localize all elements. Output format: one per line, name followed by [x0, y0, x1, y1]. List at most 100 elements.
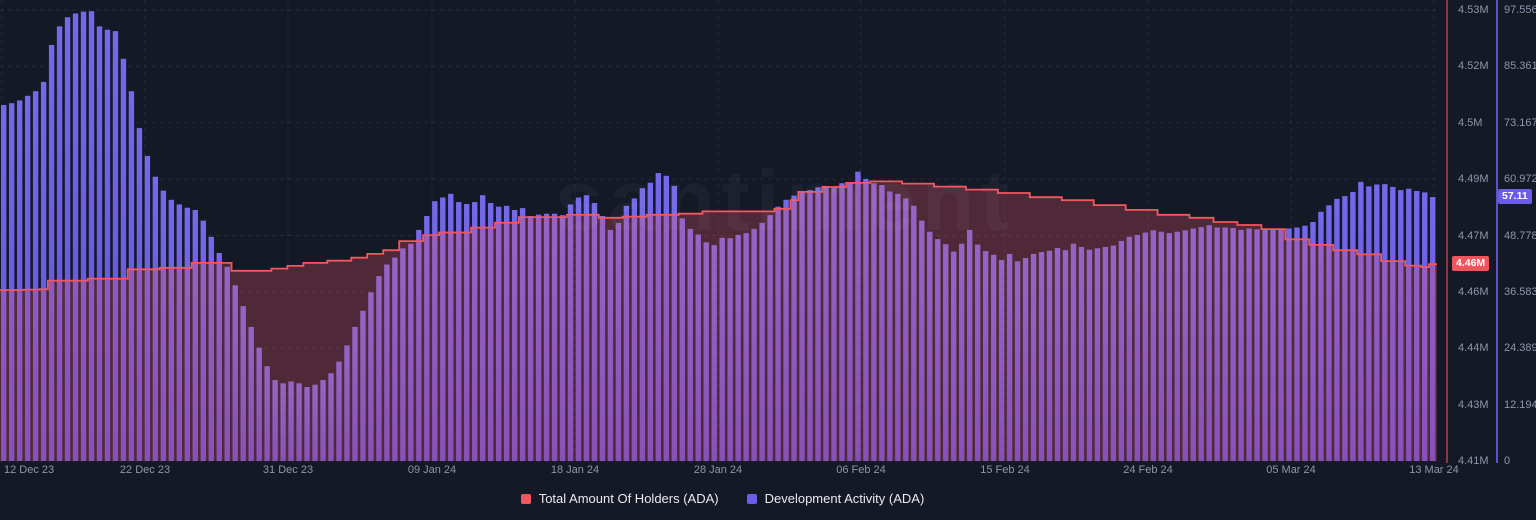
dev-activity-bar[interactable] — [655, 173, 662, 461]
dev-activity-bar[interactable] — [352, 326, 358, 461]
dev-activity-bar[interactable] — [168, 199, 175, 462]
dev-activity-bar[interactable] — [1126, 236, 1133, 461]
dev-activity-bar[interactable] — [1238, 229, 1244, 461]
dev-activity-bar[interactable] — [1150, 230, 1156, 461]
dev-activity-bar[interactable] — [1422, 192, 1428, 461]
dev-activity-bar[interactable] — [823, 185, 829, 461]
dev-activity-bar[interactable] — [511, 210, 518, 461]
dev-activity-bar[interactable] — [1214, 227, 1220, 462]
dev-activity-bar[interactable] — [1382, 184, 1388, 461]
dev-activity-bar[interactable] — [791, 195, 797, 461]
holders-series[interactable] — [0, 180, 1437, 461]
dev-activity-bar[interactable] — [128, 91, 135, 461]
dev-activity-bar[interactable] — [1062, 250, 1069, 461]
dev-activity-bar[interactable] — [807, 190, 813, 461]
dev-activity-bar[interactable] — [80, 11, 87, 461]
dev-activity-bar[interactable] — [152, 176, 159, 461]
dev-activity-bar[interactable] — [1222, 227, 1228, 462]
dev-activity-bar[interactable] — [679, 218, 685, 461]
dev-activity-bar[interactable] — [392, 257, 398, 461]
dev-activity-bar[interactable] — [1374, 184, 1380, 462]
dev-activity-bar[interactable] — [519, 208, 526, 461]
dev-activity-bar[interactable] — [1414, 191, 1420, 461]
dev-activity-bar[interactable] — [1134, 234, 1141, 461]
dev-activity-bar[interactable] — [88, 11, 95, 461]
dev-activity-bar[interactable] — [743, 233, 749, 461]
legend-item-dev-activity[interactable]: Development Activity (ADA) — [746, 491, 924, 506]
dev-activity-bar[interactable] — [240, 306, 246, 461]
dev-activity-bar[interactable] — [280, 383, 286, 461]
dev-activity-bar[interactable] — [64, 17, 71, 461]
dev-activity-bar[interactable] — [224, 266, 230, 461]
dev-activity-bar[interactable] — [56, 26, 63, 462]
dev-activity-bar[interactable] — [8, 103, 15, 461]
dev-activity-bar[interactable] — [176, 204, 183, 461]
dev-activity-bar[interactable] — [671, 185, 677, 461]
dev-activity-bar[interactable] — [328, 373, 334, 461]
dev-activity-bar[interactable] — [448, 193, 454, 462]
dev-activity-bar[interactable] — [631, 198, 638, 461]
dev-activity-bar[interactable] — [1110, 245, 1117, 461]
dev-activity-bar[interactable] — [1358, 181, 1364, 462]
dev-activity-bar[interactable] — [1246, 228, 1252, 462]
dev-activity-bar[interactable] — [1230, 228, 1236, 461]
dev-activity-bar[interactable] — [495, 206, 502, 461]
dev-activity-bar[interactable] — [535, 214, 542, 461]
dev-activity-bar[interactable] — [895, 193, 901, 462]
dev-activity-bar[interactable] — [1174, 231, 1180, 461]
dev-activity-bar[interactable] — [1430, 197, 1436, 461]
dev-activity-bar[interactable] — [360, 310, 366, 461]
dev-activity-bar[interactable] — [1294, 227, 1300, 462]
dev-activity-bar[interactable] — [639, 188, 646, 461]
dev-activity-bar[interactable] — [607, 229, 614, 461]
dev-activity-bar[interactable] — [1086, 249, 1093, 461]
dev-activity-bar[interactable] — [847, 182, 853, 461]
dev-activity-bar[interactable] — [1190, 228, 1196, 462]
dev-activity-bar[interactable] — [1198, 227, 1204, 461]
dev-activity-bar[interactable] — [567, 204, 574, 461]
dev-activity-bar[interactable] — [104, 29, 111, 461]
dev-activity-bar[interactable] — [208, 236, 214, 461]
dev-activity-bar[interactable] — [543, 213, 550, 461]
dev-activity-bar[interactable] — [1158, 231, 1164, 461]
dev-activity-bar[interactable] — [551, 213, 558, 461]
dev-activity-bar[interactable] — [1022, 258, 1029, 461]
dev-activity-bar[interactable] — [72, 13, 79, 462]
dev-activity-bar[interactable] — [951, 251, 957, 461]
dev-activity-bar[interactable] — [966, 229, 973, 461]
dev-activity-bar[interactable] — [1334, 198, 1340, 461]
dev-activity-bar[interactable] — [751, 228, 757, 461]
dev-activity-bar[interactable] — [647, 182, 654, 461]
dev-activity-bar[interactable] — [1270, 228, 1276, 462]
dev-activity-bar[interactable] — [919, 220, 925, 461]
dev-activity-bar[interactable] — [256, 347, 262, 461]
dev-activity-bar[interactable] — [1398, 190, 1404, 461]
dev-activity-bar[interactable] — [1166, 233, 1172, 461]
dev-activity-bar[interactable] — [559, 215, 566, 461]
dev-activity-bar[interactable] — [1366, 186, 1372, 461]
dev-activity-bar[interactable] — [24, 95, 31, 462]
dev-activity-bar[interactable] — [927, 231, 933, 461]
dev-activity-bar[interactable] — [1262, 229, 1268, 461]
dev-activity-bar[interactable] — [695, 234, 701, 462]
dev-activity-bar[interactable] — [839, 183, 845, 461]
dev-activity-bar[interactable] — [775, 206, 781, 461]
dev-activity-bar[interactable] — [112, 31, 119, 461]
dev-activity-bar[interactable] — [1182, 230, 1188, 461]
dev-activity-bar[interactable] — [879, 185, 885, 461]
dev-activity-bar[interactable] — [998, 259, 1005, 461]
dev-activity-bar[interactable] — [719, 237, 725, 461]
dev-activity-bar[interactable] — [1350, 191, 1356, 461]
dev-activity-bar[interactable] — [591, 203, 598, 461]
dev-activity-bar[interactable] — [815, 187, 821, 462]
dev-activity-bar[interactable] — [687, 228, 693, 461]
dev-activity-bar[interactable] — [735, 234, 741, 461]
dev-activity-bar[interactable] — [248, 326, 254, 461]
dev-activity-bar[interactable] — [1046, 250, 1053, 461]
dev-activity-bar[interactable] — [1030, 253, 1037, 461]
dev-activity-bar[interactable] — [575, 197, 582, 462]
dev-activity-bar[interactable] — [503, 205, 510, 461]
dev-activity-bar[interactable] — [408, 243, 414, 461]
dev-activity-bar[interactable] — [1406, 188, 1412, 461]
price-dev-activity-chart[interactable] — [0, 0, 1445, 463]
